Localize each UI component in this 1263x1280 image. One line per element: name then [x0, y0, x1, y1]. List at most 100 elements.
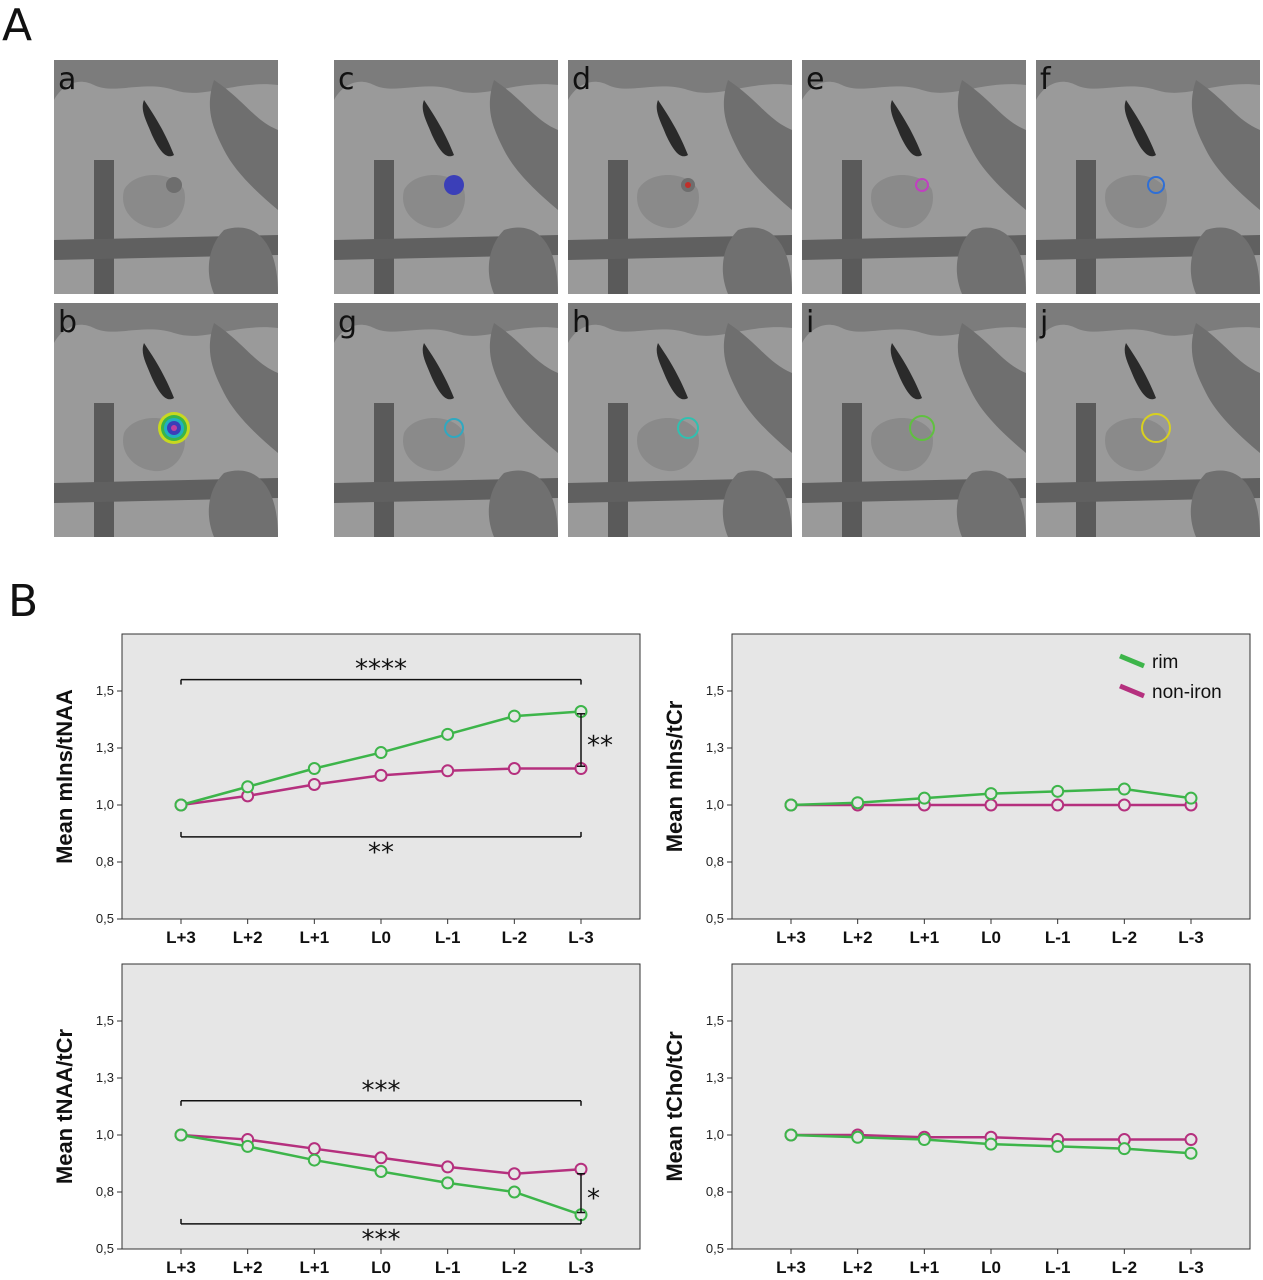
- data-point-rim: [1184, 791, 1198, 805]
- sulcus-dark: [1124, 343, 1156, 400]
- plot-area: [731, 633, 1251, 920]
- y-tick-label: 0,5: [706, 1241, 724, 1256]
- x-tick-label: L+3: [166, 928, 196, 947]
- data-point-rim: [374, 746, 388, 760]
- mri-panel-label: h: [572, 305, 592, 340]
- data-point-rim: [917, 1133, 931, 1147]
- mri-panel-d: d: [568, 60, 792, 294]
- gray-matter-top: [54, 60, 278, 100]
- data-point-rim: [241, 780, 255, 794]
- x-tick-label: L-3: [1178, 928, 1204, 947]
- y-tick-label: 1,3: [96, 740, 114, 755]
- x-tick-label: L+2: [843, 928, 873, 947]
- x-tick-label: L-3: [1178, 1258, 1204, 1277]
- gray-matter-bottom: [488, 227, 558, 294]
- x-tick-label: L-3: [568, 1258, 594, 1277]
- x-tick-label: L+1: [299, 928, 329, 947]
- x-tick-label: L-1: [1045, 1258, 1071, 1277]
- legend-swatch-rim: [1119, 653, 1145, 669]
- y-tick-label: 1,5: [706, 683, 724, 698]
- sulcus-dark: [142, 343, 174, 400]
- lesion-red-dot: [685, 182, 691, 188]
- data-point-non-iron: [1117, 798, 1131, 812]
- mri-panel-f: f: [1036, 60, 1260, 294]
- lesion-magenta-ring: [915, 178, 929, 192]
- x-tick-label: L0: [981, 928, 1001, 947]
- y-tick-label: 1,0: [96, 1127, 114, 1142]
- mri-panel-c: c: [334, 60, 558, 294]
- mri-panel-label: c: [338, 62, 355, 97]
- sulcus-dark: [1124, 100, 1156, 157]
- x-tick-label: L0: [371, 928, 391, 947]
- sulcus-dark: [422, 100, 454, 157]
- mri-image: [334, 60, 558, 294]
- data-point-non-iron: [374, 1151, 388, 1165]
- data-point-rim: [307, 1153, 321, 1167]
- mri-image: [568, 60, 792, 294]
- chart-tnaa-tcr: 0,5 0,8 1,0 1,3 1,5 L+3 L+2 L+1 L0 L-1 L-2 L-3 Mean …: [40, 960, 650, 1280]
- panel-a-letter: A: [2, 0, 33, 51]
- mri-panel-label: d: [572, 62, 592, 97]
- gray-matter-top: [802, 60, 1026, 100]
- gray-matter-right: [1191, 80, 1260, 210]
- y-tick-label: 0,8: [706, 1184, 724, 1199]
- mri-panel-b: b: [54, 303, 278, 537]
- mri-panel-label: e: [806, 62, 825, 97]
- gray-matter-top: [1036, 60, 1260, 100]
- mri-panel-label: a: [58, 62, 77, 97]
- y-axis-title: Mean tNAA/tCr: [52, 1028, 77, 1184]
- sulcus-dark: [890, 100, 922, 157]
- data-point-rim: [507, 709, 521, 723]
- mri-panel-e: e: [802, 60, 1026, 294]
- mri-image: [1036, 60, 1260, 294]
- y-tick-label: 1,0: [706, 1127, 724, 1142]
- gray-matter-top: [1036, 303, 1260, 343]
- gray-matter-bottom: [208, 227, 278, 294]
- y-tick-label: 1,0: [706, 797, 724, 812]
- chart-mins-tnaa: 0,5 0,8 1,0 1,3 1,5 L+3 L+2 L+1 L0 L-1 L-2 L-3 Mean …: [40, 630, 650, 960]
- lesion-green-ring: [909, 415, 935, 441]
- gray-matter-bottom: [956, 227, 1026, 294]
- gray-matter-bottom: [1190, 227, 1260, 294]
- gray-matter-right: [1191, 323, 1260, 453]
- gray-matter-right: [489, 80, 558, 210]
- data-point-rim: [241, 1139, 255, 1153]
- y-tick-label: 0,8: [96, 1184, 114, 1199]
- significance-label: *: [587, 1184, 600, 1214]
- gray-matter-top: [334, 60, 558, 100]
- x-tick-label: L+2: [233, 1258, 263, 1277]
- vertical-structure: [374, 403, 394, 537]
- x-tick-label: L-1: [435, 928, 461, 947]
- data-point-rim: [1051, 784, 1065, 798]
- gray-matter-bottom: [722, 227, 792, 294]
- data-point-non-iron: [507, 762, 521, 776]
- x-tick-label: L-1: [435, 1258, 461, 1277]
- gray-matter-top: [54, 303, 278, 343]
- vertical-structure: [608, 403, 628, 537]
- significance-label: **: [368, 838, 394, 868]
- legend-label-non-iron: non-iron: [1152, 682, 1222, 703]
- data-point-rim: [174, 1128, 188, 1142]
- deep-structure: [637, 418, 699, 472]
- lesion-cyan-ring: [677, 417, 699, 439]
- sulcus-dark: [890, 343, 922, 400]
- y-tick-label: 1,3: [706, 740, 724, 755]
- mri-panel-a: a: [54, 60, 278, 294]
- sulcus-dark: [656, 343, 688, 400]
- chart-tcho-tcr: 0,5 0,8 1,0 1,3 1,5 L+3 L+2 L+1 L0 L-1 L-2 L-3 Mean …: [660, 960, 1260, 1280]
- lesion: [166, 177, 182, 193]
- gray-matter-bottom: [1190, 470, 1260, 537]
- y-tick-label: 1,5: [96, 683, 114, 698]
- x-tick-label: L+3: [166, 1258, 196, 1277]
- data-point-rim: [441, 1176, 455, 1190]
- mri-image: [334, 303, 558, 537]
- data-point-rim: [1184, 1146, 1198, 1160]
- data-point-rim: [1051, 1139, 1065, 1153]
- y-tick-label: 0,8: [706, 854, 724, 869]
- data-point-non-iron: [1184, 1133, 1198, 1147]
- gray-matter-top: [334, 303, 558, 343]
- sulcus-dark: [142, 100, 174, 157]
- vertical-structure: [94, 403, 114, 537]
- gray-matter-bottom: [956, 470, 1026, 537]
- gray-matter-bottom: [488, 470, 558, 537]
